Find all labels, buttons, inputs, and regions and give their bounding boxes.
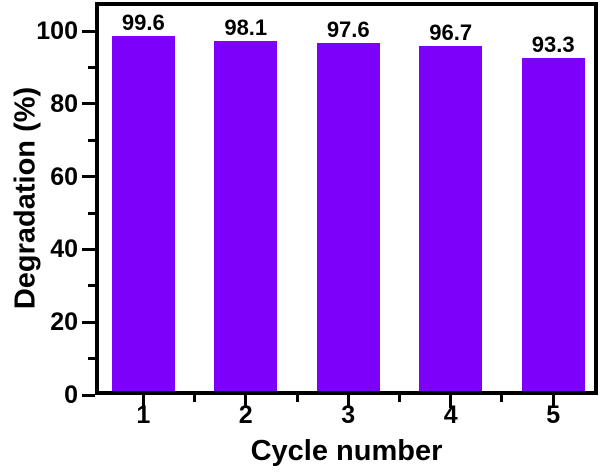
y-minor-tick bbox=[88, 357, 95, 361]
bar-value-label: 98.1 bbox=[224, 15, 268, 41]
y-major-tick bbox=[82, 175, 95, 179]
y-tick-label: 20 bbox=[50, 308, 78, 337]
x-minor-tick bbox=[500, 395, 504, 402]
x-tick-label: 4 bbox=[443, 401, 458, 429]
plot-area: 99.6 98.1 97.6 96.7 93.3 bbox=[95, 2, 598, 395]
y-major-tick bbox=[82, 102, 95, 106]
bar-value-label: 99.6 bbox=[121, 9, 165, 35]
bar-value-label: 96.7 bbox=[429, 20, 473, 46]
x-minor-tick bbox=[397, 395, 401, 402]
x-major-tick bbox=[449, 395, 453, 408]
y-minor-tick bbox=[88, 66, 95, 69]
x-major-tick bbox=[551, 395, 555, 408]
y-major-tick bbox=[82, 320, 95, 324]
y-minor-tick bbox=[88, 211, 95, 215]
x-major-tick bbox=[141, 395, 145, 408]
y-tick-label: 100 bbox=[36, 17, 78, 46]
x-minor-tick bbox=[295, 395, 299, 402]
y-tick-label: 80 bbox=[50, 89, 78, 118]
bar-cycle-5 bbox=[521, 58, 585, 391]
bar-value-label: 93.3 bbox=[531, 32, 575, 58]
y-tick-label: 40 bbox=[50, 235, 78, 264]
bar-cycle-4 bbox=[419, 46, 483, 391]
bar-cycle-3 bbox=[316, 43, 380, 391]
x-tick-label: 1 bbox=[136, 401, 151, 429]
bar-cycle-2 bbox=[214, 41, 278, 391]
y-minor-tick bbox=[88, 138, 95, 142]
y-tick-label: 60 bbox=[50, 162, 78, 191]
y-major-tick bbox=[82, 29, 95, 33]
bar-value-label: 97.6 bbox=[326, 17, 370, 43]
y-axis-title: Degradation (%) bbox=[9, 86, 42, 310]
y-major-tick bbox=[82, 247, 95, 251]
x-major-tick bbox=[244, 395, 248, 408]
x-tick-label: 3 bbox=[341, 401, 356, 429]
y-minor-tick bbox=[88, 284, 95, 288]
x-tick-label: 5 bbox=[546, 401, 561, 429]
x-axis-title: Cycle number bbox=[250, 435, 443, 467]
x-major-tick bbox=[346, 395, 350, 408]
y-major-tick bbox=[82, 393, 95, 397]
x-tick-label: 2 bbox=[238, 401, 253, 429]
y-tick-label: 0 bbox=[64, 381, 78, 409]
x-minor-tick bbox=[193, 395, 196, 402]
bar-cycle-1 bbox=[111, 35, 175, 391]
